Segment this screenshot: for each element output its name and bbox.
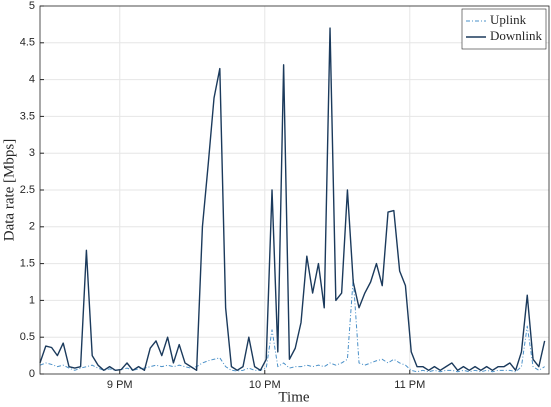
y-tick-label: 3 [29, 147, 35, 159]
legend-label: Downlink [490, 28, 543, 43]
y-tick-label: 3.5 [20, 110, 35, 122]
x-axis-label: Time [278, 389, 309, 405]
y-tick-label: 0.5 [20, 331, 35, 343]
series-line [39, 27, 546, 372]
plot-frame [39, 5, 550, 375]
y-tick-label: 5 [29, 0, 35, 12]
legend-box [461, 8, 547, 50]
y-tick-label: 4 [29, 74, 35, 86]
y-tick-label: 4.5 [20, 37, 35, 49]
y-tick-label: 2.5 [20, 184, 35, 196]
x-tick-label: 9 PM [107, 379, 133, 391]
y-tick-label: 0 [29, 368, 35, 380]
y-tick-label: 1 [29, 294, 35, 306]
legend-label: Uplink [490, 12, 527, 27]
x-tick-label: 11 PM [394, 379, 425, 391]
series-line [39, 277, 545, 373]
y-tick-label: 1.5 [20, 258, 35, 270]
y-tick-label: 2 [29, 221, 35, 233]
x-tick-label: 10 PM [249, 379, 281, 391]
y-axis-label: Data rate [Mbps] [1, 139, 17, 241]
